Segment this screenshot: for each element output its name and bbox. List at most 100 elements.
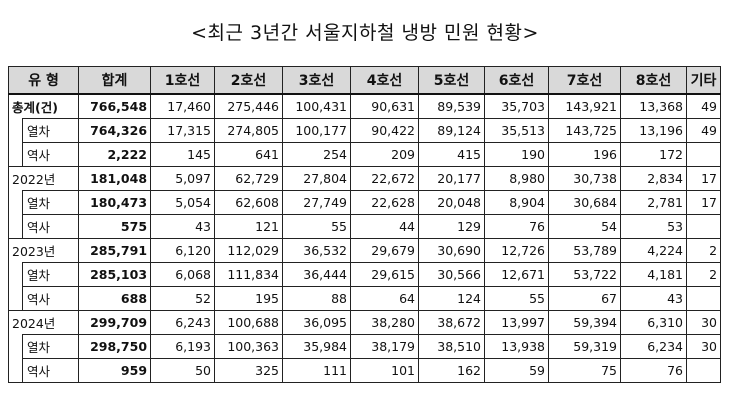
cell-value: 100,177: [282, 118, 352, 143]
cell-value: 6,120: [150, 238, 216, 263]
cell-value: 2,834: [620, 166, 688, 191]
header-col: 5호선: [418, 66, 486, 95]
cell-value: 20,177: [418, 166, 486, 191]
cell-value: 111,834: [214, 262, 284, 287]
cell-value: 641: [214, 142, 284, 167]
table-row: 역사 688 52 195 88 64 124 55 67 43: [8, 286, 722, 311]
cell-value: 55: [282, 214, 352, 239]
cell-value: 196: [548, 142, 622, 167]
cell-value: 12,671: [484, 262, 550, 287]
cell-value: 121: [214, 214, 284, 239]
cell-value: 195: [214, 286, 284, 311]
cell-value: 62,729: [214, 166, 284, 191]
cell-value: 100,688: [214, 310, 284, 335]
sub-label: 역사: [21, 358, 80, 383]
cell-value: 17: [686, 166, 722, 191]
cell-value: 145: [150, 142, 216, 167]
cell-value: 162: [418, 358, 486, 383]
cell-value: 64: [350, 286, 420, 311]
cell-value: 30,684: [548, 190, 622, 215]
cell-value: 325: [214, 358, 284, 383]
cell-value: 8,904: [484, 190, 550, 215]
table-row: 열차 180,473 5,054 62,608 27,749 22,628 20,048 8,…: [8, 190, 722, 215]
group-label: 총계(건): [7, 93, 80, 119]
cell-value: 4,224: [620, 238, 688, 263]
cell-total: 299,709: [78, 310, 152, 335]
indent-cell: [8, 214, 23, 239]
cell-value: 20,048: [418, 190, 486, 215]
cell-value: 2: [686, 238, 722, 263]
cell-value: 112,029: [214, 238, 284, 263]
cell-value: 67: [548, 286, 622, 311]
cell-value: 35,703: [484, 93, 550, 119]
cell-value: 100,363: [214, 334, 284, 359]
table-row: 열차 285,103 6,068 111,834 36,444 29,615 30,566 1…: [8, 262, 722, 287]
cell-total: 2,222: [78, 142, 152, 167]
indent-cell: [8, 190, 23, 215]
complaints-table: 유 형 합계 1호선 2호선 3호선 4호선 5호선 6호선 7호선 8호선 기타 총계(건) 766…: [7, 66, 722, 383]
table-row: 열차 298,750 6,193 100,363 35,984 38,179 38,510 1…: [8, 334, 722, 359]
cell-value: 209: [350, 142, 420, 167]
cell-value: 13,938: [484, 334, 550, 359]
cell-total: 959: [78, 358, 152, 383]
cell-total: 764,326: [78, 118, 152, 143]
header-col: 7호선: [548, 66, 622, 95]
cell-total: 180,473: [78, 190, 152, 215]
cell-value: 2: [686, 262, 722, 287]
sub-label: 열차: [21, 334, 80, 359]
cell-value: 53: [620, 214, 688, 239]
sub-label: 열차: [21, 262, 80, 287]
cell-value: 43: [620, 286, 688, 311]
group-label: 2022년: [7, 166, 80, 191]
cell-value: [686, 286, 722, 311]
cell-value: [686, 214, 722, 239]
cell-value: 50: [150, 358, 216, 383]
table-row-group: 총계(건) 766,548 17,460 275,446 100,431 90,631 89…: [7, 93, 722, 119]
cell-value: 17: [686, 190, 722, 215]
cell-value: 90,631: [350, 93, 420, 119]
cell-value: 17,315: [150, 118, 216, 143]
cell-value: 35,513: [484, 118, 550, 143]
cell-value: 36,532: [282, 238, 352, 263]
cell-value: 124: [418, 286, 486, 311]
cell-value: 4,181: [620, 262, 688, 287]
cell-value: 5,054: [150, 190, 216, 215]
cell-value: 17,460: [150, 93, 216, 119]
cell-value: 38,179: [350, 334, 420, 359]
cell-value: 129: [418, 214, 486, 239]
cell-value: 75: [548, 358, 622, 383]
cell-value: 13,196: [620, 118, 688, 143]
cell-value: 8,980: [484, 166, 550, 191]
cell-value: 30: [686, 334, 722, 359]
cell-value: 89,539: [418, 93, 486, 119]
indent-cell: [8, 286, 23, 311]
header-col: 기타: [686, 66, 722, 95]
cell-value: 76: [484, 214, 550, 239]
header-col: 1호선: [150, 66, 216, 95]
cell-total: 181,048: [78, 166, 152, 191]
cell-value: 59: [484, 358, 550, 383]
cell-value: 36,095: [282, 310, 352, 335]
indent-cell: [8, 118, 23, 143]
cell-value: 38,510: [418, 334, 486, 359]
header-type: 유 형: [7, 66, 80, 95]
cell-value: 6,068: [150, 262, 216, 287]
cell-value: 27,749: [282, 190, 352, 215]
cell-value: 29,615: [350, 262, 420, 287]
table-row: 역사 2,222 145 641 254 209 415 190 196 172: [8, 142, 722, 167]
cell-total: 298,750: [78, 334, 152, 359]
header-col: 합계: [78, 66, 152, 95]
table-row-group: 2023년 285,791 6,120 112,029 36,532 29,679 30,6…: [7, 238, 722, 263]
cell-value: 43: [150, 214, 216, 239]
cell-value: 22,628: [350, 190, 420, 215]
cell-value: 38,672: [418, 310, 486, 335]
cell-total: 688: [78, 286, 152, 311]
cell-total: 575: [78, 214, 152, 239]
cell-value: 30,690: [418, 238, 486, 263]
cell-total: 285,103: [78, 262, 152, 287]
cell-value: 49: [686, 93, 722, 119]
cell-value: 35,984: [282, 334, 352, 359]
sub-label: 역사: [21, 214, 80, 239]
cell-value: 62,608: [214, 190, 284, 215]
cell-value: 143,725: [548, 118, 622, 143]
